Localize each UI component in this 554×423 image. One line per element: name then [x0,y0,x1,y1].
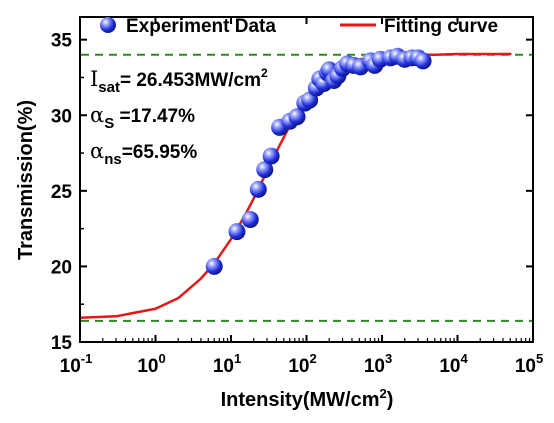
isat-sup: 2 [261,66,268,80]
data-point [228,223,246,241]
y-tick-label: 15 [51,333,73,354]
data-point [288,108,306,126]
x-axis-title: Intensity(MW/cm2) [221,386,394,411]
legend-label-fitting: Fitting curve [384,16,498,37]
x-tick-label: 102 [288,351,316,377]
x-tick-label: 103 [364,351,392,377]
alpha-ns-symbol: α [90,139,104,163]
x-axis-ticks: 10-1 100 101 102 103 104 105 [60,17,543,377]
x-tick-label: 104 [439,351,468,377]
legend: Experiment Data Fitting curve [100,16,498,37]
legend-marker-experiment [100,17,116,33]
x-axis-title-unit-close: ) [387,389,394,411]
alpha-ns-sub: ns [104,151,122,168]
data-point [241,211,259,229]
reference-lines [81,53,532,322]
experiment-points-layer [205,47,432,275]
isat-symbol: I [90,67,98,91]
x-axis-title-main: Intensity [221,389,304,411]
fitting-curve-layer [78,52,512,320]
data-point [205,257,223,275]
alpha-s-symbol: α [90,103,104,127]
data-point [256,161,274,179]
y-axis-ticks: 15 20 25 30 35 [51,31,533,354]
x-tick-label: 101 [213,351,241,377]
alpha-s-value: =17.47% [114,106,195,127]
isat-value: = 26.453MW/cm [120,70,261,91]
isat-sub: sat [98,79,120,96]
annotation-isat: Isat= 26.453MW/cm2 [90,66,268,96]
y-tick-label: 20 [51,257,72,278]
x-tick-label: 100 [137,351,165,377]
annotation-alpha-ns: αns=65.95% [90,139,197,168]
fitting-curve-line [78,52,512,320]
x-tick-label: 105 [515,351,543,377]
fit-parameters: Isat= 26.453MW/cm2 αS =17.47% αns=65.95% [90,66,268,168]
y-axis-title: Transmission(%) [15,100,37,260]
x-axis-title-unit-sup: 2 [380,386,387,401]
x-axis-title-unit: (MW/cm [303,389,380,411]
data-point [414,52,432,70]
x-tick-label: 10-1 [60,351,93,377]
alpha-s-sub: S [104,115,114,132]
y-tick-label: 25 [51,182,73,203]
annotation-alpha-s: αS =17.47% [90,103,195,132]
legend-label-experiment: Experiment Data [126,16,276,37]
y-tick-label: 30 [51,106,72,127]
plot-frame [79,16,534,343]
data-point [249,180,267,198]
data-point [262,147,280,165]
y-tick-label: 35 [51,31,73,52]
alpha-ns-value: =65.95% [122,142,198,163]
